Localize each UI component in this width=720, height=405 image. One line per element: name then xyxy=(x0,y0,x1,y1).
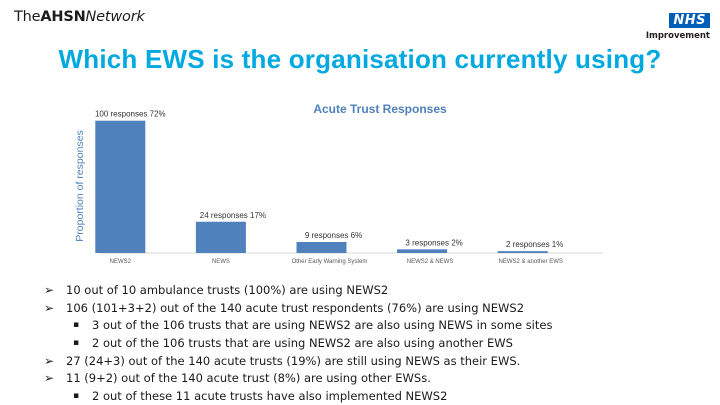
arrow-bullet-icon: ➢ xyxy=(44,283,55,297)
category-label-2: Other Early Warning System xyxy=(292,259,368,265)
bullet-item: ➢ 27 (24+3) out of the 140 acute trusts (… xyxy=(44,353,714,371)
nhs-improvement-logo: NHS Improvement xyxy=(640,11,710,41)
bullet-item: ▪ 2 out of the 106 trusts that are using … xyxy=(44,335,714,353)
data-label-2: 9 responses 6% xyxy=(305,231,362,240)
bar-3 xyxy=(397,249,448,253)
square-bullet-icon: ▪ xyxy=(73,391,80,402)
logo-suffix: Network xyxy=(85,9,145,25)
arrow-bullet-icon: ➢ xyxy=(44,371,55,386)
square-bullet-icon: ▪ xyxy=(73,320,80,331)
data-label-1: 24 responses 17% xyxy=(200,211,266,220)
bullet-text: 106 (101+3+2) out of the 140 acute trust… xyxy=(66,300,525,315)
acute-trust-bar-chart: Acute Trust Responses Proportion of resp… xyxy=(74,102,603,265)
data-label-0: 100 responses 72% xyxy=(95,110,166,119)
square-bullet-icon: ▪ xyxy=(73,338,80,349)
bullet-item: ➢ 11 (9+2) out of the 140 acute trust (8%… xyxy=(44,370,714,388)
bullet-item: ▪ 2 out of these 11 acute trusts have als… xyxy=(44,388,714,405)
data-label-3: 3 responses 2% xyxy=(405,238,462,247)
category-label-0: NEWS2 xyxy=(110,259,132,265)
bar-1 xyxy=(195,221,246,253)
bar-2 xyxy=(296,241,347,253)
slide-title: Which EWS is the organisation currently … xyxy=(58,44,662,74)
bullet-item: ➢ 106 (101+3+2) out of the 140 acute trus… xyxy=(44,300,714,318)
arrow-bullet-icon: ➢ xyxy=(44,300,55,315)
bullet-text: 2 out of the 106 trusts that are using N… xyxy=(92,336,513,351)
nhs-badge: NHS xyxy=(669,13,710,28)
chart-y-axis-label: Proportion of responses xyxy=(74,130,86,241)
nhs-subtitle: Improvement xyxy=(645,31,710,41)
chart-title: Acute Trust Responses xyxy=(313,102,447,116)
ahsn-network-logo: TheAHSNNetwork xyxy=(14,9,145,25)
category-label-3: NEWS2 & NEWS xyxy=(407,259,454,265)
category-label-4: NEWS2 & another EWS xyxy=(499,259,563,265)
bar-0 xyxy=(95,120,146,253)
logo-prefix: The xyxy=(14,9,41,25)
category-label-1: NEWS xyxy=(212,259,230,265)
bullet-text: 10 out of 10 ambulance trusts (100%) are… xyxy=(66,283,389,297)
logo-bold: AHSN xyxy=(40,9,86,25)
bullet-text: 27 (24+3) out of the 140 acute trusts (1… xyxy=(66,353,521,368)
bullet-item: ▪ 3 out of the 106 trusts that are using … xyxy=(44,317,714,335)
bar-4 xyxy=(497,251,548,253)
data-label-4: 2 responses 1% xyxy=(506,240,563,249)
bullet-item: ➢ 10 out of 10 ambulance trusts (100%) ar… xyxy=(44,282,714,300)
arrow-bullet-icon: ➢ xyxy=(44,353,55,368)
bullet-text: 3 out of the 106 trusts that are using N… xyxy=(92,318,553,333)
findings-list: ➢ 10 out of 10 ambulance trusts (100%) ar… xyxy=(44,282,714,405)
bullet-text: 2 out of these 11 acute trusts have also… xyxy=(92,389,448,404)
bullet-text: 11 (9+2) out of the 140 acute trust (8%)… xyxy=(66,371,431,386)
